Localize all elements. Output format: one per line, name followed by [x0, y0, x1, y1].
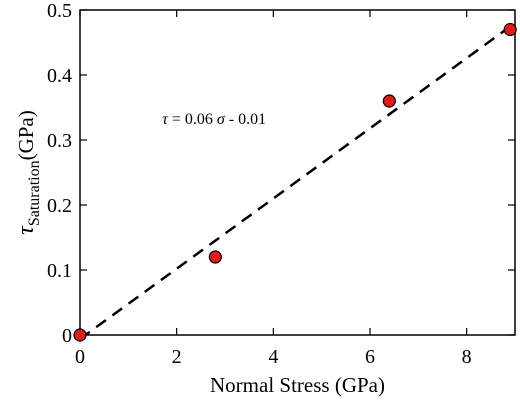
- y-tick-label: 0.5: [47, 0, 72, 22]
- data-point: [503, 22, 517, 37]
- x-tick-label: 8: [462, 346, 472, 368]
- fit-equation-tau: τ: [162, 111, 169, 128]
- data-point: [208, 250, 222, 264]
- y-axis-label-symbol: τ: [13, 225, 39, 235]
- y-axis-label-unit: (GPa): [14, 110, 38, 160]
- x-tick-label: 2: [172, 346, 182, 368]
- tick-labels: 0 2 4 6 8 0 0.1 0.2 0.3 0.4 0.5: [47, 0, 472, 368]
- x-tick-label: 0: [75, 346, 85, 368]
- y-tick-label: 0.2: [47, 195, 72, 217]
- fit-equation-tail: - 0.01: [225, 111, 266, 128]
- axis-ticks: [79, 9, 515, 336]
- fit-equation-sigma: σ: [217, 111, 226, 128]
- x-tick-label: 6: [365, 346, 375, 368]
- data-series: [73, 21, 517, 342]
- x-axis-label: Normal Stress (GPa): [210, 373, 385, 397]
- data-point: [73, 328, 87, 342]
- fit-equation-mid: = 0.06: [168, 111, 217, 128]
- y-tick-label: 0.4: [47, 65, 72, 87]
- data-point: [382, 94, 396, 108]
- plot-area: [79, 9, 516, 336]
- y-axis-label: τSaturation(GPa): [13, 110, 43, 235]
- fit-equation-annotation: τ = 0.06 σ - 0.01: [162, 111, 266, 128]
- plot-frame: [79, 9, 516, 336]
- y-tick-label: 0.1: [47, 260, 72, 282]
- y-tick-label: 0.3: [47, 130, 72, 152]
- x-tick-label: 4: [268, 346, 278, 368]
- fit-line: [79, 21, 516, 340]
- y-axis-label-subscript: Saturation: [26, 160, 43, 226]
- y-tick-label: 0: [62, 325, 72, 347]
